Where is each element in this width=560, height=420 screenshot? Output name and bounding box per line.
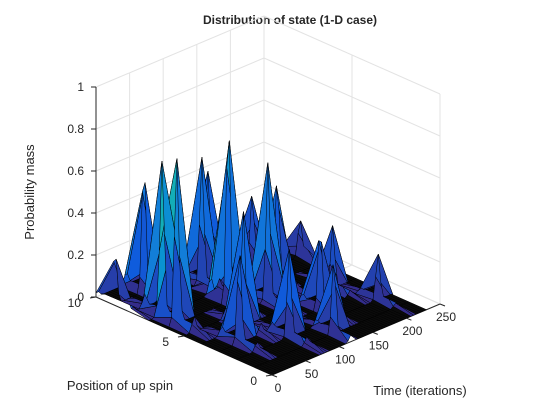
- back-wall-gridline: [95, 99, 265, 172]
- x-tick-label: 100: [335, 353, 355, 367]
- z-tick-label: 0.6: [67, 164, 84, 178]
- surface-face: [406, 301, 427, 312]
- x-tick-mark: [305, 360, 311, 364]
- surface-mesh: [95, 140, 427, 376]
- z-axis-label: Probability mass: [22, 144, 37, 240]
- y-tick-label: 5: [162, 335, 169, 349]
- x-axis-label: Time (iterations): [373, 383, 466, 398]
- y-axis-label: Position of up spin: [67, 378, 173, 393]
- z-tick-label: 0.2: [67, 248, 84, 262]
- side-wall-gridline: [263, 183, 441, 263]
- z-tick-label: 0.8: [67, 122, 84, 136]
- back-wall-gridline: [95, 141, 265, 214]
- side-wall-gridline: [263, 141, 441, 221]
- x-tick-label: 150: [369, 338, 389, 352]
- y-tick-mark: [265, 374, 273, 377]
- x-tick-label: 50: [305, 367, 319, 381]
- side-wall-gridline: [263, 57, 441, 137]
- side-wall-gridline: [263, 99, 441, 179]
- z-tick-label: 0: [77, 290, 84, 304]
- y-tick-label: 10: [68, 296, 82, 310]
- x-tick-mark: [406, 317, 412, 321]
- chart-title: Distribution of state (1-D case): [203, 13, 377, 27]
- x-tick-mark: [271, 374, 278, 378]
- x-tick-mark: [372, 331, 378, 335]
- back-wall-gridline: [95, 57, 265, 130]
- side-wall-gridline: [263, 15, 441, 95]
- x-tick-mark: [439, 303, 446, 307]
- x-tick-label: 250: [436, 310, 456, 324]
- z-tick-label: 1: [77, 80, 84, 94]
- y-tick-mark: [177, 335, 185, 338]
- x-tick-label: 0: [275, 381, 282, 395]
- z-tick-label: 0.4: [67, 206, 84, 220]
- back-wall-gridline: [95, 15, 265, 88]
- x-tick-mark: [339, 346, 345, 350]
- y-tick-label: 0: [250, 374, 257, 388]
- x-tick-label: 200: [402, 324, 422, 338]
